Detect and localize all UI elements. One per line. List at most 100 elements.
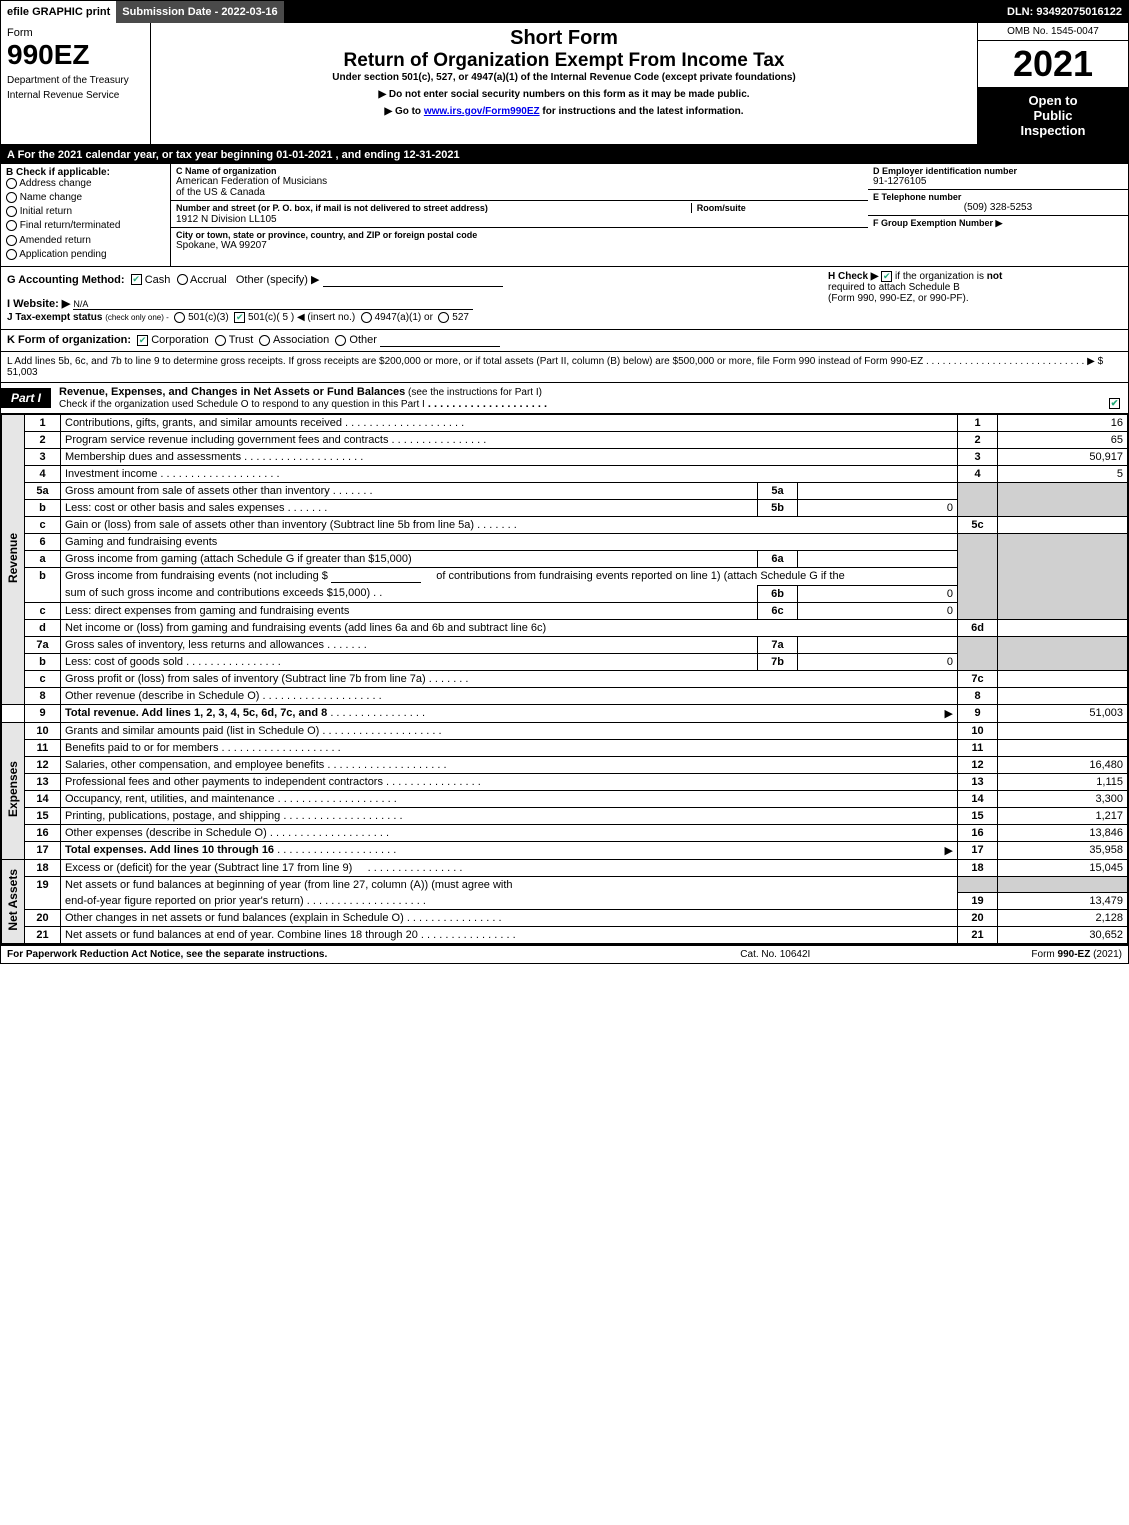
l2-colval: 65 xyxy=(998,431,1128,448)
radio-icon[interactable] xyxy=(6,235,17,246)
line-6: 6 Gaming and fundraising events xyxy=(2,533,1128,550)
l12-colnum: 12 xyxy=(958,756,998,773)
l5b-subnum: 5b xyxy=(758,499,798,516)
k-trust-radio[interactable] xyxy=(215,335,226,346)
l6b-dots: . . xyxy=(370,587,382,599)
form-subtitle: Under section 501(c), 527, or 4947(a)(1)… xyxy=(157,72,971,83)
row-ghij: H Check ▶ if the organization is not req… xyxy=(1,267,1128,330)
netassets-vlabel: Net Assets xyxy=(2,859,25,944)
l6b-text1: Gross income from fundraising events (no… xyxy=(65,570,328,582)
radio-icon[interactable] xyxy=(6,206,17,217)
g-accrual: Accrual xyxy=(190,274,227,286)
radio-icon[interactable] xyxy=(6,178,17,189)
form-label: Form xyxy=(7,27,144,39)
l6a-subnum: 6a xyxy=(758,550,798,567)
l3-num: 3 xyxy=(25,448,61,465)
j-527-radio[interactable] xyxy=(438,312,449,323)
line-19-2: end-of-year figure reported on prior yea… xyxy=(2,893,1128,910)
line-6d: d Net income or (loss) from gaming and f… xyxy=(2,619,1128,636)
j-501c3-radio[interactable] xyxy=(174,312,185,323)
l3-desc: Membership dues and assessments . . . . … xyxy=(61,448,958,465)
line-1: Revenue 1 Contributions, gifts, grants, … xyxy=(2,414,1128,431)
l21-colval: 30,652 xyxy=(998,927,1128,944)
l4-colval: 5 xyxy=(998,465,1128,482)
l7b-subnum: 7b xyxy=(758,653,798,670)
city-label: City or town, state or province, country… xyxy=(176,230,863,240)
part-i-title: Revenue, Expenses, and Changes in Net As… xyxy=(51,383,1128,413)
j-4947-radio[interactable] xyxy=(361,312,372,323)
part-i-checkbox[interactable] xyxy=(1109,398,1120,409)
l17-arrow: ▶ xyxy=(945,844,953,857)
l5c-desc: Gain or (loss) from sale of assets other… xyxy=(61,516,958,533)
l7b-num: b xyxy=(25,653,61,670)
g-accrual-radio[interactable] xyxy=(177,274,188,285)
l1-desc: Contributions, gifts, grants, and simila… xyxy=(61,414,958,431)
l2-text: Program service revenue including govern… xyxy=(65,434,388,446)
org-name-label: C Name of organization xyxy=(176,166,863,176)
j-label: J Tax-exempt status xyxy=(7,312,102,323)
l18-text: Excess or (deficit) for the year (Subtra… xyxy=(65,862,352,874)
l7a-subnum: 7a xyxy=(758,636,798,653)
l7ab-shaded-val xyxy=(998,636,1128,670)
l12-text: Salaries, other compensation, and employ… xyxy=(65,759,324,771)
part-i-header: Part I Revenue, Expenses, and Changes in… xyxy=(1,383,1128,414)
part-i-sub: (see the instructions for Part I) xyxy=(405,387,542,398)
line-8: 8 Other revenue (describe in Schedule O)… xyxy=(2,687,1128,704)
l7c-dots: . . . . . . . xyxy=(426,673,469,685)
l6c-num: c xyxy=(25,602,61,619)
dept-treasury: Department of the Treasury xyxy=(7,75,144,86)
l8-colnum: 8 xyxy=(958,687,998,704)
irs-link[interactable]: www.irs.gov/Form990EZ xyxy=(424,106,540,117)
header-left: Form 990EZ Department of the Treasury In… xyxy=(1,23,151,144)
k-corp-checkbox[interactable] xyxy=(137,335,148,346)
l9-vlabel-blank xyxy=(2,704,25,722)
radio-icon[interactable] xyxy=(6,249,17,260)
j-501c-checkbox[interactable] xyxy=(234,312,245,323)
l7a-dots: . . . . . . . xyxy=(324,639,367,651)
irs-label: Internal Revenue Service xyxy=(7,90,144,101)
l5b-num: b xyxy=(25,499,61,516)
netassets-vlabel-text: Net Assets xyxy=(6,869,20,931)
l19-shaded-val xyxy=(998,876,1128,893)
l1-text: Contributions, gifts, grants, and simila… xyxy=(65,417,342,429)
l7a-text: Gross sales of inventory, less returns a… xyxy=(65,639,324,651)
part-i-label: Part I xyxy=(1,388,51,408)
roomsuite-label: Room/suite xyxy=(691,203,746,213)
k-assoc-radio[interactable] xyxy=(259,335,270,346)
radio-icon[interactable] xyxy=(6,220,17,231)
h-checkbox[interactable] xyxy=(881,271,892,282)
l6c-desc: Less: direct expenses from gaming and fu… xyxy=(61,602,758,619)
l16-dots: . . . . . . . . . . . . . . . . . . . . xyxy=(267,827,389,839)
lbl-app-pending: Application pending xyxy=(19,249,106,260)
l14-colnum: 14 xyxy=(958,790,998,807)
open-public-inspection: Open to Public Inspection xyxy=(978,87,1128,144)
g-cash-checkbox[interactable] xyxy=(131,274,142,285)
l15-colnum: 15 xyxy=(958,807,998,824)
bullet-ssn: ▶ Do not enter social security numbers o… xyxy=(157,89,971,100)
street-label: Number and street (or P. O. box, if mail… xyxy=(176,203,488,213)
l20-text: Other changes in net assets or fund bala… xyxy=(65,912,404,924)
l8-text: Other revenue (describe in Schedule O) xyxy=(65,690,259,702)
l19-colnum: 19 xyxy=(958,893,998,910)
l17-colval: 35,958 xyxy=(998,841,1128,859)
l17-num: 17 xyxy=(25,841,61,859)
l9-arrow: ▶ xyxy=(945,707,953,720)
l9-colnum: 9 xyxy=(958,704,998,722)
l5c-num: c xyxy=(25,516,61,533)
city-row: City or town, state or province, country… xyxy=(171,228,868,253)
l3-colval: 50,917 xyxy=(998,448,1128,465)
goto-post: for instructions and the latest informat… xyxy=(540,106,744,117)
l-dots: . . . . . . . . . . . . . . . . . . . . … xyxy=(926,356,1103,367)
part-i-title-text: Revenue, Expenses, and Changes in Net As… xyxy=(59,386,405,398)
k-other-radio[interactable] xyxy=(335,335,346,346)
g-other-line xyxy=(323,274,503,287)
org-name-1: American Federation of Musicians xyxy=(176,176,863,187)
l7c-text: Gross profit or (loss) from sales of inv… xyxy=(65,673,426,685)
l14-colval: 3,300 xyxy=(998,790,1128,807)
radio-icon[interactable] xyxy=(6,192,17,203)
l9-text: Total revenue. Add lines 1, 2, 3, 4, 5c,… xyxy=(65,707,327,719)
org-name-row: C Name of organization American Federati… xyxy=(171,164,868,201)
j-527: 527 xyxy=(452,312,469,323)
line-5c: c Gain or (loss) from sale of assets oth… xyxy=(2,516,1128,533)
l7c-colval xyxy=(998,670,1128,687)
